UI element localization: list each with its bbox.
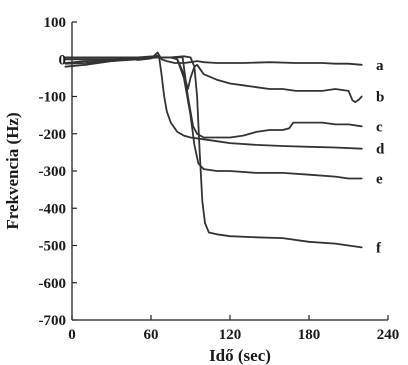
series-lines	[64, 51, 363, 249]
y-tick-label: -400	[39, 201, 67, 217]
x-tick-label: 180	[298, 327, 321, 343]
series-label-e: e	[376, 171, 383, 187]
y-tick-label: -700	[39, 313, 67, 329]
axes	[71, 21, 389, 321]
x-tick-label: 60	[144, 327, 159, 343]
y-tick-label: -500	[39, 239, 67, 255]
series-label-a: a	[376, 58, 384, 74]
series-line-e	[64, 56, 363, 180]
y-tick-label: -200	[39, 127, 67, 143]
x-tick-label: 120	[219, 327, 242, 343]
series-line-c	[64, 56, 363, 139]
series-line-f	[64, 55, 363, 249]
series-line-b	[64, 56, 363, 103]
series-line-d	[64, 54, 363, 150]
series-label-c: c	[376, 119, 383, 135]
y-tick-label: 0	[59, 52, 67, 68]
series-label-f: f	[376, 240, 382, 256]
y-tick-label: -300	[39, 164, 67, 180]
series-label-d: d	[376, 142, 385, 158]
x-tick-label: 240	[377, 327, 400, 343]
x-tick-label: 0	[68, 327, 76, 343]
y-tick-label: -600	[39, 276, 67, 292]
series-label-b: b	[376, 90, 384, 106]
x-axis-label: Idő (sec)	[209, 346, 271, 365]
y-axis-label: Frekvencia (Hz)	[3, 112, 22, 229]
y-tick-label: -100	[39, 90, 67, 106]
y-tick-label: 100	[44, 15, 67, 31]
